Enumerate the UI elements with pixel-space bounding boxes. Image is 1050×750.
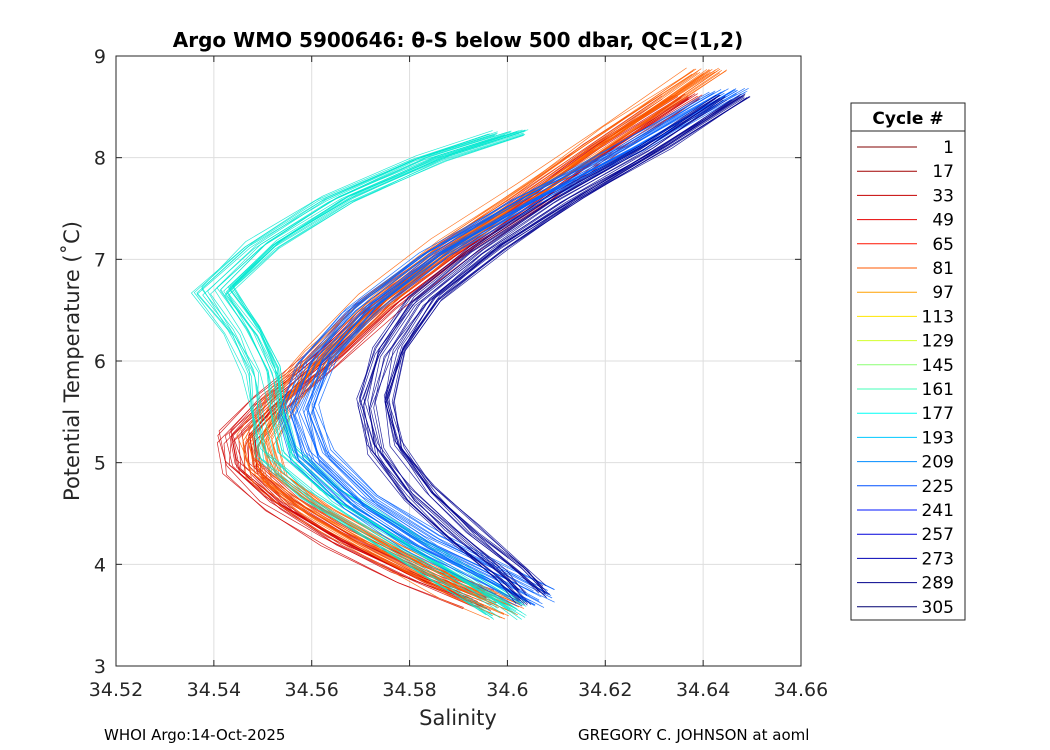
- legend-label: 17: [932, 162, 954, 182]
- legend-label: 273: [922, 549, 954, 569]
- series-line-mid-late: [302, 90, 738, 598]
- series-line-mid-late: [294, 92, 725, 606]
- y-axis-ticks: 3 4 5 6 7 8 9: [94, 46, 801, 678]
- series-line-mid-late: [305, 89, 736, 595]
- series-line-late: [393, 97, 748, 598]
- series-line-late: [386, 96, 745, 595]
- series-line-late: [384, 95, 744, 593]
- legend-label: 209: [922, 453, 954, 473]
- legend-label: 145: [922, 356, 954, 376]
- y-tick-label: 5: [94, 453, 106, 475]
- series-line-early-mid: [243, 73, 693, 620]
- series-line-mid-late: [290, 89, 722, 594]
- x-tick-label: 34.54: [187, 679, 241, 701]
- series-line-mid-late: [318, 87, 745, 590]
- series-line-late: [363, 94, 721, 590]
- chart-title: Argo WMO 5900646: θ-S below 500 dbar, QC…: [173, 28, 743, 52]
- x-tick-label: 34.56: [285, 679, 339, 701]
- legend: Cycle # 1 17 33 49 65 81 97 113 129 145 161 177 193 2…: [850, 102, 966, 621]
- legend-label: 305: [922, 598, 954, 618]
- x-axis-ticks: 34.52 34.54 34.56 34.58 34.6 34.62 34.64 34.66: [89, 56, 828, 701]
- series-line-mid: [201, 131, 498, 609]
- series-line-early-mid: [276, 70, 727, 609]
- footer-right: GREGORY C. JOHNSON at aoml: [578, 726, 810, 744]
- series-line-early-mid: [241, 68, 697, 604]
- series-line-mid: [196, 133, 497, 617]
- series-line-mid-late: [292, 91, 722, 602]
- x-tick-label: 34.62: [578, 679, 632, 701]
- legend-label: 161: [922, 380, 954, 400]
- series-line-mid-late: [309, 93, 737, 608]
- series-line-late: [362, 99, 722, 604]
- legend-label: 97: [932, 283, 954, 303]
- legend-label: 33: [932, 186, 954, 206]
- series-line-late: [358, 94, 721, 591]
- series-line-mid: [231, 129, 526, 603]
- x-tick-label: 34.66: [774, 679, 828, 701]
- series-line-mid-late: [280, 91, 710, 602]
- footer-left: WHOI Argo:14-Oct-2025: [104, 726, 286, 744]
- series-line-early: [229, 94, 677, 596]
- series-line-late: [367, 95, 726, 593]
- series-line-mid: [225, 134, 526, 618]
- series-line-early-mid: [270, 68, 721, 604]
- series-line-mid: [220, 131, 511, 610]
- y-tick-label: 9: [94, 46, 106, 68]
- series-line-late: [394, 96, 750, 595]
- series-line-late: [384, 95, 740, 594]
- series-line-late: [368, 99, 727, 606]
- y-tick-label: 6: [94, 351, 106, 373]
- legend-label: 65: [932, 235, 954, 255]
- y-tick-label: 3: [94, 656, 106, 678]
- legend-label: 289: [922, 574, 954, 594]
- legend-label: 129: [922, 332, 954, 352]
- series-line-early-mid: [256, 73, 704, 620]
- x-tick-label: 34.52: [89, 679, 143, 701]
- y-tick-label: 4: [94, 554, 106, 576]
- legend-label: 81: [932, 259, 954, 279]
- legend-label: 241: [922, 501, 954, 521]
- x-axis-label: Salinity: [419, 706, 497, 730]
- legend-entries: 1 17 33 49 65 81 97 113 129 145 161 177 193 209 225 241…: [857, 138, 954, 618]
- y-tick-label: 7: [94, 249, 106, 271]
- legend-label: 225: [922, 477, 954, 497]
- legend-label: 193: [922, 428, 954, 448]
- series-line-early-mid: [236, 67, 687, 600]
- legend-label: 1: [943, 138, 954, 158]
- series-line-late: [370, 99, 733, 605]
- legend-label: 177: [922, 404, 954, 424]
- series-line-late: [359, 98, 721, 601]
- y-axis-label: Potential Temperature (˚C): [60, 221, 84, 501]
- series-line-mid-late: [284, 93, 714, 607]
- series-line-mid-late: [278, 92, 715, 604]
- series-line-mid: [190, 133, 493, 617]
- y-tick-label: 8: [94, 148, 106, 170]
- legend-label: 49: [932, 211, 954, 231]
- legend-label: 113: [922, 307, 954, 327]
- series-line-mid-late: [307, 89, 738, 596]
- series-line-mid-late: [299, 91, 732, 601]
- legend-title: Cycle #: [872, 109, 943, 129]
- series-line-mid: [216, 130, 513, 607]
- legend-label: 257: [922, 525, 954, 545]
- series-line-mid-late: [277, 93, 710, 607]
- series-line-late: [359, 94, 717, 591]
- x-tick-label: 34.58: [382, 679, 436, 701]
- x-tick-label: 34.64: [676, 679, 730, 701]
- x-tick-label: 34.6: [486, 679, 528, 701]
- series-line-mid: [201, 130, 497, 606]
- profile-curves: [190, 67, 751, 621]
